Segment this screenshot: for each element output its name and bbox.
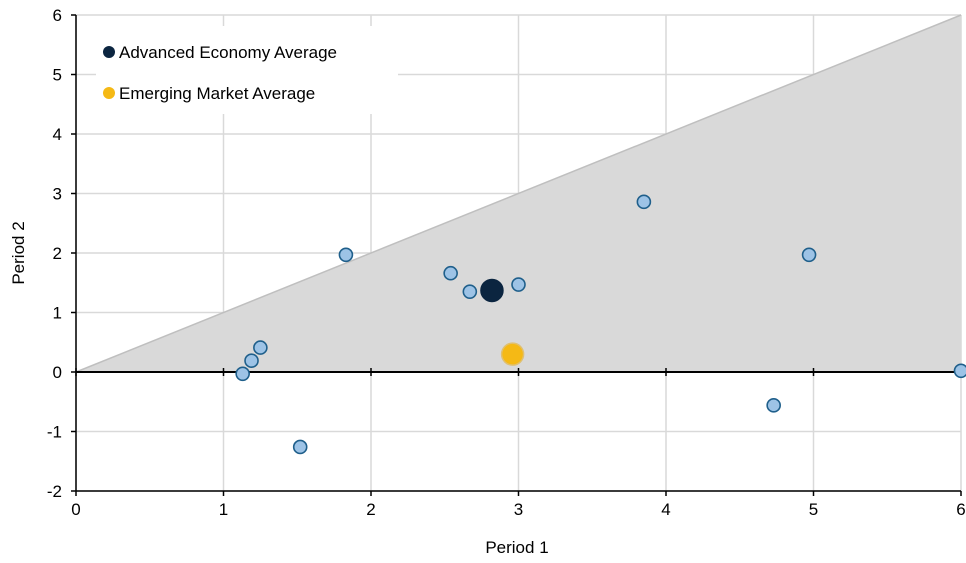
- y-tick-label-5: 3: [53, 185, 62, 204]
- x-tick-label-4: 4: [661, 500, 670, 519]
- country-point-5: [444, 267, 457, 280]
- country-point-6: [463, 285, 476, 298]
- country-point-0: [236, 367, 249, 380]
- y-tick-label-6: 4: [53, 125, 62, 144]
- legend: Advanced Economy Average Emerging Market…: [96, 26, 398, 114]
- x-tick-label-5: 5: [809, 500, 818, 519]
- emerging-market-average-marker: [502, 343, 524, 365]
- country-point-2: [254, 341, 267, 354]
- y-tick-label-2: 0: [53, 363, 62, 382]
- x-tick-label-0: 0: [71, 500, 80, 519]
- x-tick-label-1: 1: [219, 500, 228, 519]
- y-tick-label-7: 5: [53, 66, 62, 85]
- x-tick-label-3: 3: [514, 500, 523, 519]
- y-tick-label-8: 6: [53, 6, 62, 25]
- country-point-7: [512, 278, 525, 291]
- x-tick-label-6: 6: [956, 500, 965, 519]
- x-tick-label-2: 2: [366, 500, 375, 519]
- legend-marker-advanced: [103, 46, 115, 58]
- country-point-8: [637, 195, 650, 208]
- y-tick-label-1: -1: [47, 423, 62, 442]
- y-axis-title: Period 2: [9, 221, 28, 284]
- country-point-1: [245, 354, 258, 367]
- country-point-9: [767, 399, 780, 412]
- country-point-4: [339, 248, 352, 261]
- country-point-3: [294, 440, 307, 453]
- y-tick-label-0: -2: [47, 482, 62, 501]
- legend-label-advanced: Advanced Economy Average: [119, 43, 337, 62]
- x-axis-title: Period 1: [485, 538, 548, 557]
- country-point-11: [955, 364, 966, 377]
- legend-label-emerging: Emerging Market Average: [119, 84, 315, 103]
- y-tick-label-3: 1: [53, 304, 62, 323]
- advanced-economy-average-marker: [481, 279, 503, 301]
- country-point-10: [803, 248, 816, 261]
- y-tick-label-4: 2: [53, 244, 62, 263]
- legend-marker-emerging: [103, 87, 115, 99]
